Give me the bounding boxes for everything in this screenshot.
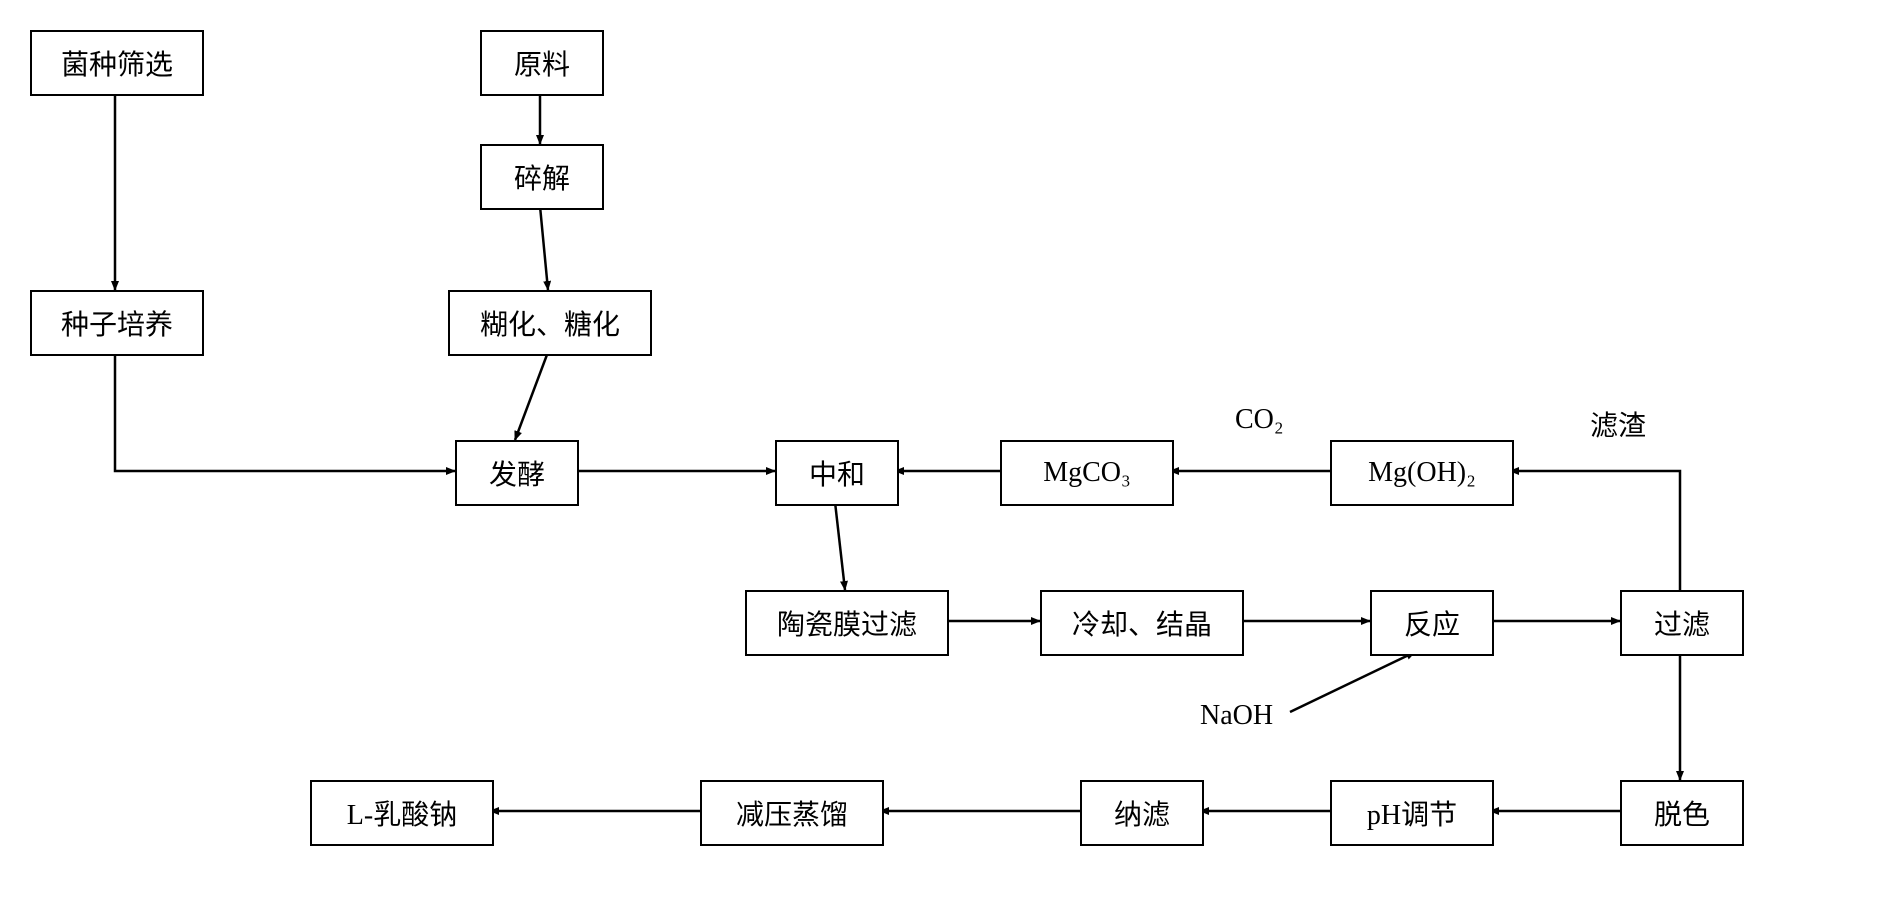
box-label-raw-material: 原料 — [514, 43, 570, 83]
box-mgco3: MgCO₃ — [1000, 440, 1174, 506]
box-label-product: L-乳酸钠 — [347, 793, 457, 833]
box-gel-sacch: 糊化、糖化 — [448, 290, 652, 356]
box-raw-material: 原料 — [480, 30, 604, 96]
arrow-naoh-to-reaction — [1290, 652, 1415, 712]
box-label-reaction: 反应 — [1404, 603, 1460, 643]
box-crushing: 碎解 — [480, 144, 604, 210]
box-label-ph-adjust: pH调节 — [1367, 793, 1457, 833]
box-label-vac-distill: 减压蒸馏 — [736, 793, 848, 833]
box-label-nanofilt: 纳滤 — [1114, 793, 1170, 833]
label-co2: CO₂ — [1235, 404, 1284, 436]
box-label-ferment: 发酵 — [489, 453, 545, 493]
box-mgoh2: Mg(OH)₂ — [1330, 440, 1514, 506]
box-ceramic-filter: 陶瓷膜过滤 — [745, 590, 949, 656]
box-label-mgco3: MgCO₃ — [1043, 457, 1131, 489]
box-label-filter: 过滤 — [1654, 603, 1710, 643]
box-neutralize: 中和 — [775, 440, 899, 506]
box-vac-distill: 减压蒸馏 — [700, 780, 884, 846]
box-label-mgoh2: Mg(OH)₂ — [1368, 457, 1476, 489]
box-label-seed-culture: 种子培养 — [61, 303, 173, 343]
label-naoh: NaOH — [1200, 700, 1273, 732]
box-cool-cryst: 冷却、结晶 — [1040, 590, 1244, 656]
box-ph-adjust: pH调节 — [1330, 780, 1494, 846]
box-filter: 过滤 — [1620, 590, 1744, 656]
arrow-filter-to-mgoh2 — [1510, 471, 1680, 590]
label-residue: 滤渣 — [1590, 404, 1646, 444]
arrow-neut-to-ceramic — [835, 502, 845, 590]
box-label-gel-sacch: 糊化、糖化 — [480, 303, 620, 343]
arrow-seed-to-ferment — [115, 352, 455, 471]
box-label-strain-screen: 菌种筛选 — [61, 43, 173, 83]
box-product: L-乳酸钠 — [310, 780, 494, 846]
box-label-neutralize: 中和 — [809, 453, 865, 493]
connections-layer — [0, 0, 1900, 920]
box-nanofilt: 纳滤 — [1080, 780, 1204, 846]
box-reaction: 反应 — [1370, 590, 1494, 656]
box-seed-culture: 种子培养 — [30, 290, 204, 356]
box-decolor: 脱色 — [1620, 780, 1744, 846]
box-ferment: 发酵 — [455, 440, 579, 506]
arrow-crush-to-gelsacch — [540, 206, 548, 290]
box-label-cool-cryst: 冷却、结晶 — [1072, 603, 1212, 643]
box-label-crushing: 碎解 — [514, 157, 570, 197]
box-strain-screen: 菌种筛选 — [30, 30, 204, 96]
arrow-gelsacch-to-ferment — [515, 352, 548, 440]
box-label-decolor: 脱色 — [1654, 793, 1710, 833]
box-label-ceramic-filter: 陶瓷膜过滤 — [777, 603, 917, 643]
